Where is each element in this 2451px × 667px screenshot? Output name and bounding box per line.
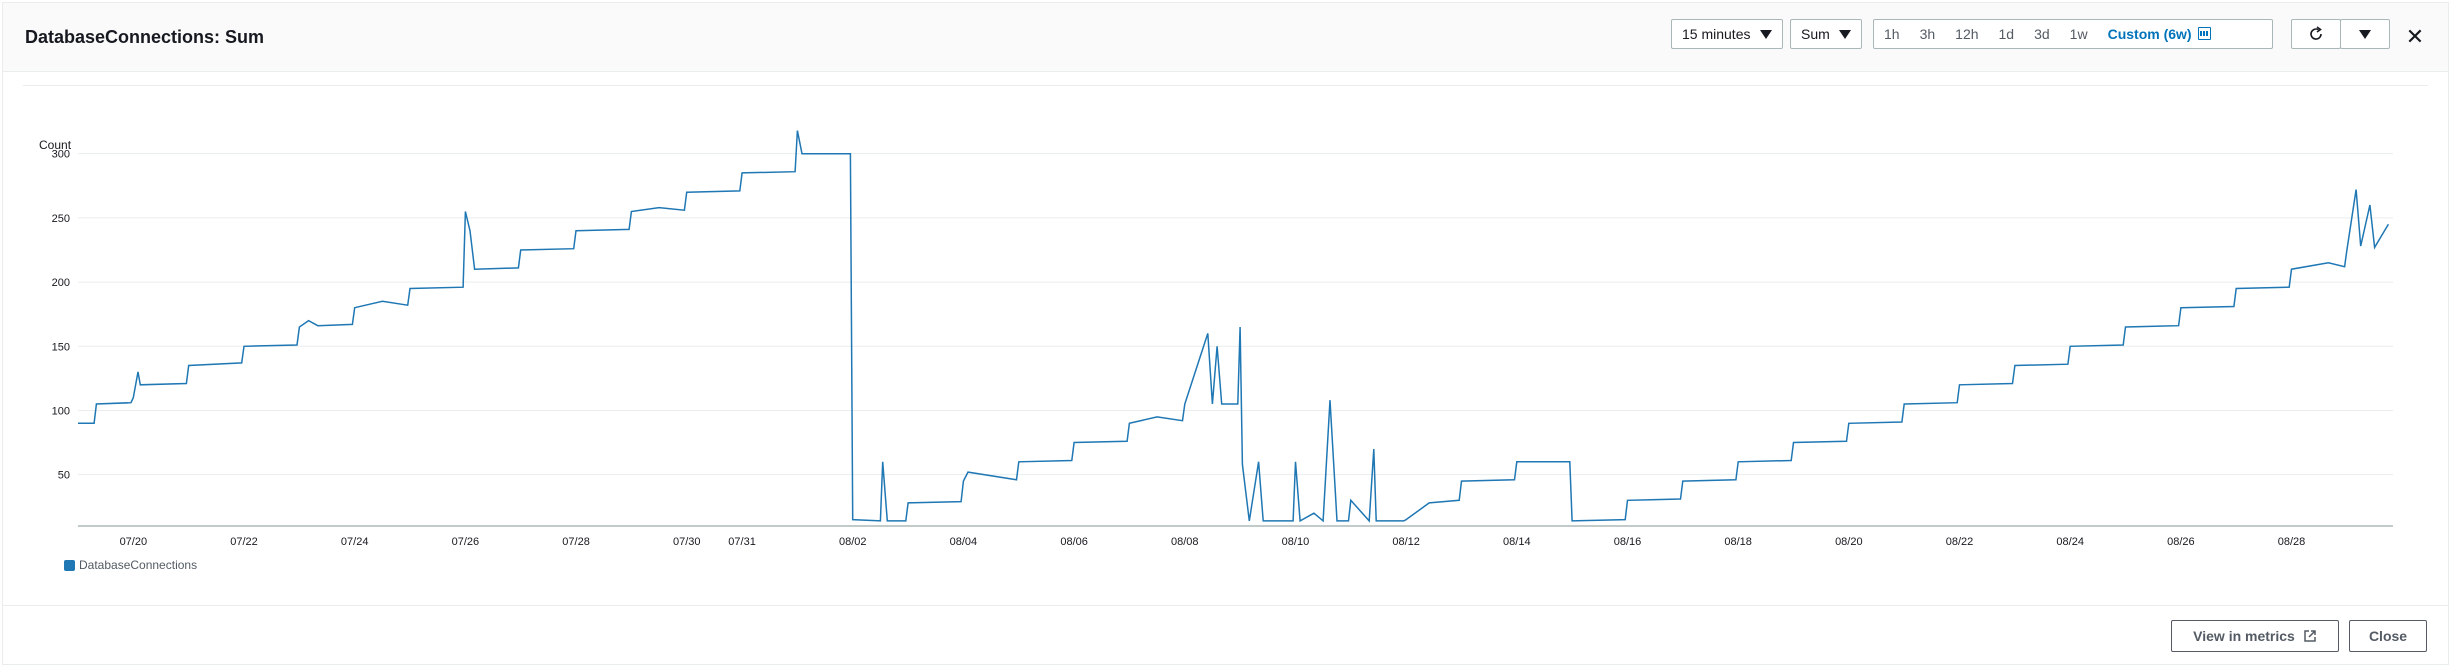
caret-down-icon (1760, 30, 1772, 39)
x-tick-label: 08/22 (1946, 536, 1974, 548)
chart-grid (78, 154, 2393, 475)
x-tick-label: 08/04 (950, 536, 978, 548)
calendar-icon[interactable] (2196, 20, 2212, 48)
y-tick-label: 100 (52, 405, 70, 417)
panel-header: DatabaseConnections: Sum 15 minutes Sum … (3, 3, 2448, 72)
panel-title: DatabaseConnections: Sum (25, 27, 264, 48)
footer-divider (3, 605, 2448, 606)
caret-down-icon (1839, 30, 1851, 39)
close-icon[interactable]: ✕ (2403, 25, 2427, 49)
statistic-dropdown[interactable]: Sum (1790, 19, 1862, 49)
x-tick-label: 08/26 (2167, 536, 2195, 548)
y-tick-label: 300 (52, 149, 70, 161)
y-tick-label: 50 (58, 470, 70, 482)
x-tick-label: 08/20 (1835, 536, 1863, 548)
x-tick-label: 07/31 (728, 536, 756, 548)
external-link-icon (2303, 629, 2317, 643)
x-tick-label: 08/10 (1282, 536, 1310, 548)
time-range-1h[interactable]: 1h (1874, 20, 1910, 48)
x-tick-label: 08/14 (1503, 536, 1531, 548)
view-in-metrics-label: View in metrics (2193, 628, 2295, 644)
x-tick-label: 07/30 (673, 536, 701, 548)
statistic-value: Sum (1801, 26, 1830, 42)
x-tick-label: 08/12 (1392, 536, 1420, 548)
x-tick-label: 08/08 (1171, 536, 1199, 548)
period-value: 15 minutes (1682, 26, 1750, 42)
y-ticks: 50 100 150 200 250 300 (52, 149, 70, 482)
period-dropdown[interactable]: 15 minutes (1671, 19, 1783, 49)
close-button[interactable]: Close (2349, 620, 2427, 652)
x-ticks: 07/20 07/22 07/24 07/26 07/28 07/30 07/31 08/02… (120, 536, 2306, 548)
time-range-3h[interactable]: 3h (1910, 20, 1946, 48)
legend-swatch (64, 560, 75, 571)
refresh-options-dropdown[interactable] (2340, 19, 2390, 49)
x-tick-label: 08/02 (839, 536, 867, 548)
x-tick-label: 07/28 (562, 536, 590, 548)
time-range-3d[interactable]: 3d (2024, 20, 2060, 48)
legend-label[interactable]: DatabaseConnections (79, 558, 197, 572)
x-tick-label: 07/26 (452, 536, 480, 548)
time-range-12h[interactable]: 12h (1945, 20, 1988, 48)
y-tick-label: 250 (52, 213, 70, 225)
view-in-metrics-button[interactable]: View in metrics (2171, 620, 2339, 652)
x-tick-label: 08/16 (1614, 536, 1642, 548)
x-tick-label: 08/18 (1724, 536, 1752, 548)
x-tick-label: 07/24 (341, 536, 369, 548)
time-range-1w[interactable]: 1w (2060, 20, 2098, 48)
x-tick-label: 08/24 (2056, 536, 2084, 548)
legend: DatabaseConnections (64, 558, 197, 572)
x-tick-label: 07/22 (230, 536, 258, 548)
time-range-custom[interactable]: Custom (6w) (2098, 20, 2196, 48)
time-range-1d[interactable]: 1d (1989, 20, 2025, 48)
y-tick-label: 200 (52, 277, 70, 289)
time-range-selector: 1h 3h 12h 1d 3d 1w Custom (6w) (1873, 19, 2273, 49)
x-tick-label: 08/06 (1060, 536, 1088, 548)
refresh-button[interactable] (2291, 19, 2341, 49)
series-line-database-connections (78, 131, 2388, 521)
x-tick-label: 08/28 (2278, 536, 2306, 548)
caret-down-icon (2359, 30, 2371, 39)
y-tick-label: 150 (52, 341, 70, 353)
x-tick-label: 07/20 (120, 536, 148, 548)
refresh-icon (2307, 25, 2325, 43)
